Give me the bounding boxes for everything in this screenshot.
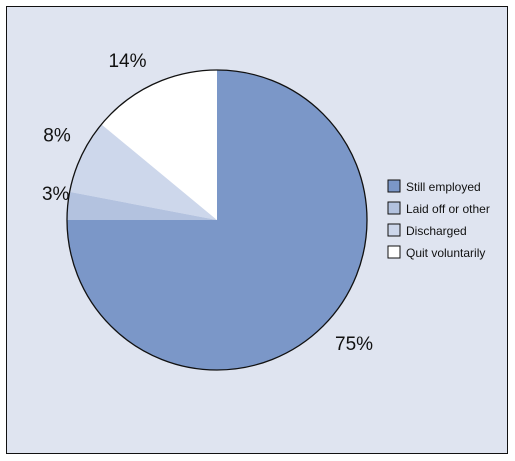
legend-swatch-quit-voluntarily xyxy=(387,245,401,259)
legend-swatch-laid-off-or-other xyxy=(387,201,401,215)
pie-outline xyxy=(66,69,368,371)
legend-swatch-discharged xyxy=(387,223,401,237)
pie-slices xyxy=(67,70,367,370)
legend-label-quit-voluntarily: Quit voluntarily xyxy=(406,246,485,260)
legend: Still employed Laid off or other Discharge… xyxy=(387,179,490,260)
pie-slice-discharged xyxy=(69,124,217,220)
legend-label-still-employed: Still employed xyxy=(406,180,481,194)
pie-slice-quit-voluntarily xyxy=(101,70,217,220)
slice-label-laid-off-or-other: 3% xyxy=(42,184,70,205)
pie-slice-laid-off-or-other xyxy=(67,191,217,220)
legend-label-discharged: Discharged xyxy=(406,224,467,238)
slice-label-quit-voluntarily: 14% xyxy=(108,51,146,72)
legend-swatch-still-employed xyxy=(387,179,401,193)
slice-value-labels: 75% 3% 8% 14% xyxy=(42,51,373,355)
slice-label-discharged: 8% xyxy=(43,125,71,146)
legend-label-laid-off-or-other: Laid off or other xyxy=(406,202,490,216)
slice-label-still-employed: 75% xyxy=(335,334,373,355)
